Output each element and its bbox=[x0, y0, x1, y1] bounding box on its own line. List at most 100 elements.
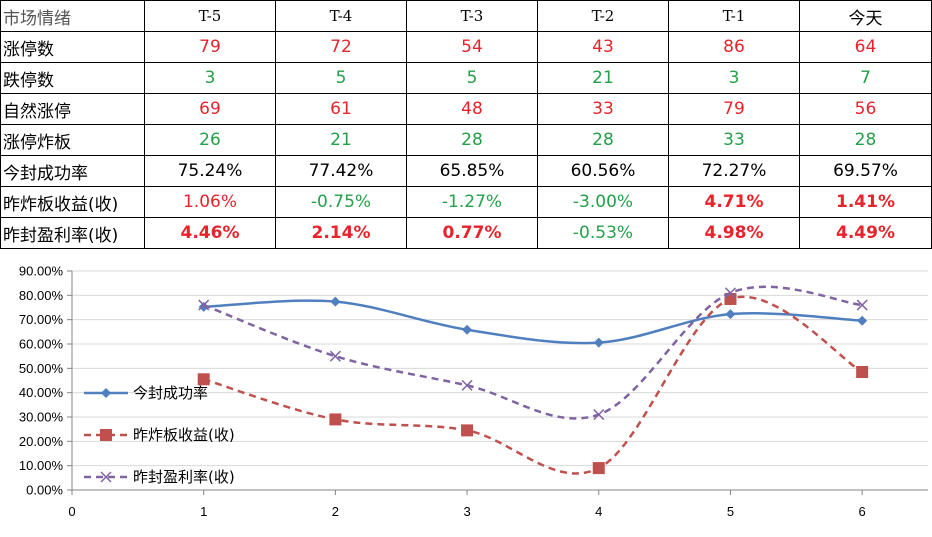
legend-item: 昨封盈利率(收) bbox=[84, 468, 235, 486]
table-cell: 72 bbox=[275, 31, 407, 63]
table-cell: 65.85% bbox=[406, 155, 538, 187]
data-point bbox=[461, 379, 473, 391]
series-3 bbox=[198, 285, 868, 421]
table-cell: 33 bbox=[668, 124, 800, 156]
table-cell: 7 bbox=[799, 62, 932, 94]
table-cell: 72.27% bbox=[668, 155, 800, 187]
data-point bbox=[101, 388, 111, 398]
row-label: 昨封盈利率(收) bbox=[0, 217, 145, 249]
data-point-stroke bbox=[329, 350, 341, 362]
table-row: 涨停数 79 72 54 43 86 64 bbox=[0, 31, 932, 63]
table-row: 自然涨停 69 61 48 33 79 56 bbox=[0, 93, 932, 125]
table-cell: 4.71% bbox=[668, 186, 800, 218]
table-cell: 43 bbox=[537, 31, 669, 63]
table-cell: 48 bbox=[406, 93, 538, 125]
table-cell: 5 bbox=[275, 62, 407, 94]
y-tick-label: 40.00% bbox=[19, 385, 64, 400]
data-point bbox=[593, 337, 604, 348]
data-point bbox=[592, 462, 605, 475]
data-point bbox=[198, 299, 210, 311]
column-header: T-4 bbox=[275, 0, 407, 32]
chart-series bbox=[197, 285, 869, 475]
series-2 bbox=[197, 292, 869, 475]
chart-gridlines bbox=[72, 270, 928, 467]
legend-item: 今封成功率 bbox=[84, 384, 208, 402]
data-point bbox=[329, 413, 342, 426]
y-axis-tick-labels: 0.00% 10.00% 20.00% 30.00% 40.00% 50.00% 60.00… bbox=[19, 264, 64, 498]
table-cell: 2.14% bbox=[275, 217, 407, 249]
table-cell: 26 bbox=[144, 124, 276, 156]
data-point bbox=[462, 324, 473, 335]
series-1 bbox=[198, 296, 868, 348]
table-cell: 69.57% bbox=[799, 155, 932, 187]
table-row: 今封成功率 75.24% 77.42% 65.85% 60.56% 72.27% 69.57… bbox=[0, 155, 932, 187]
y-tick-label: 60.00% bbox=[19, 337, 64, 352]
data-point-stroke bbox=[856, 299, 868, 311]
table-row: 跌停数 3 5 5 21 3 7 bbox=[0, 62, 932, 94]
x-tick-label: 6 bbox=[859, 504, 866, 519]
table-row: 昨炸板收益(收) 1.06% -0.75% -1.27% -3.00% 4.71% 1.41… bbox=[0, 186, 932, 218]
table-cell: 1.41% bbox=[799, 186, 932, 218]
table-cell: 5 bbox=[406, 62, 538, 94]
y-tick-label: 0.00% bbox=[26, 483, 63, 498]
data-point bbox=[856, 299, 868, 311]
table-cell: 75.24% bbox=[144, 155, 276, 187]
table-cell: -0.53% bbox=[537, 217, 669, 249]
legend-item: 昨炸板收益(收) bbox=[84, 426, 235, 444]
series-line bbox=[203, 285, 863, 420]
data-point bbox=[856, 365, 869, 378]
table-corner-label: 市场情绪 bbox=[0, 0, 145, 32]
table-cell: 4.98% bbox=[668, 217, 800, 249]
data-point bbox=[461, 424, 474, 437]
table-cell: 79 bbox=[144, 31, 276, 63]
data-point-stroke bbox=[198, 299, 210, 311]
y-tick-label: 30.00% bbox=[19, 410, 64, 425]
table-cell: 79 bbox=[668, 93, 800, 125]
data-point bbox=[197, 373, 210, 386]
table-cell: 21 bbox=[275, 124, 407, 156]
table-cell: 60.56% bbox=[537, 155, 669, 187]
y-tick-label: 80.00% bbox=[19, 288, 64, 303]
data-point bbox=[100, 429, 112, 441]
series-line bbox=[203, 299, 863, 345]
table-cell: 28 bbox=[799, 124, 932, 156]
x-tick-label: 3 bbox=[463, 504, 470, 519]
y-tick-label: 10.00% bbox=[19, 458, 64, 473]
legend-label: 昨封盈利率(收) bbox=[133, 468, 235, 486]
x-tick-label: 5 bbox=[727, 504, 734, 519]
table-cell: 3 bbox=[144, 62, 276, 94]
column-header: T-3 bbox=[406, 0, 538, 32]
row-label: 跌停数 bbox=[0, 62, 145, 94]
table-cell: 28 bbox=[406, 124, 538, 156]
table-cell: -3.00% bbox=[537, 186, 669, 218]
y-tick-label: 90.00% bbox=[19, 264, 64, 279]
table-cell: -0.75% bbox=[275, 186, 407, 218]
x-tick-label: 1 bbox=[200, 504, 207, 519]
data-point-stroke bbox=[593, 409, 605, 421]
row-label: 昨炸板收益(收) bbox=[0, 186, 145, 218]
x-axis-tick-labels: 0 1 2 3 4 5 6 bbox=[68, 504, 865, 519]
table-cell: 21 bbox=[537, 62, 669, 94]
row-label: 涨停炸板 bbox=[0, 124, 145, 156]
chart-axes bbox=[67, 270, 928, 495]
data-point-stroke bbox=[100, 471, 112, 483]
column-header: 今天 bbox=[799, 0, 932, 32]
y-tick-label: 70.00% bbox=[19, 312, 64, 327]
table-cell: 33 bbox=[537, 93, 669, 125]
table-row: 涨停炸板 26 21 28 28 33 28 bbox=[0, 124, 932, 156]
y-tick-label: 20.00% bbox=[19, 434, 64, 449]
table-cell: 54 bbox=[406, 31, 538, 63]
sentiment-line-chart: 0.00% 10.00% 20.00% 30.00% 40.00% 50.00% 60.00… bbox=[19, 264, 928, 519]
table-cell: 69 bbox=[144, 93, 276, 125]
table-header-row: 市场情绪 T-5 T-4 T-3 T-2 T-1 今天 bbox=[0, 0, 932, 32]
market-sentiment-table: 市场情绪 T-5 T-4 T-3 T-2 T-1 今天 涨停数 79 72 54 43 86 64 跌停数… bbox=[0, 0, 932, 249]
y-tick-label: 50.00% bbox=[19, 361, 64, 376]
x-tick-label: 4 bbox=[595, 504, 602, 519]
data-point-stroke bbox=[724, 287, 736, 299]
table-cell: 64 bbox=[799, 31, 932, 63]
table-cell: 61 bbox=[275, 93, 407, 125]
x-tick-label: 2 bbox=[332, 504, 339, 519]
series-line bbox=[203, 295, 863, 475]
table-cell: -1.27% bbox=[406, 186, 538, 218]
